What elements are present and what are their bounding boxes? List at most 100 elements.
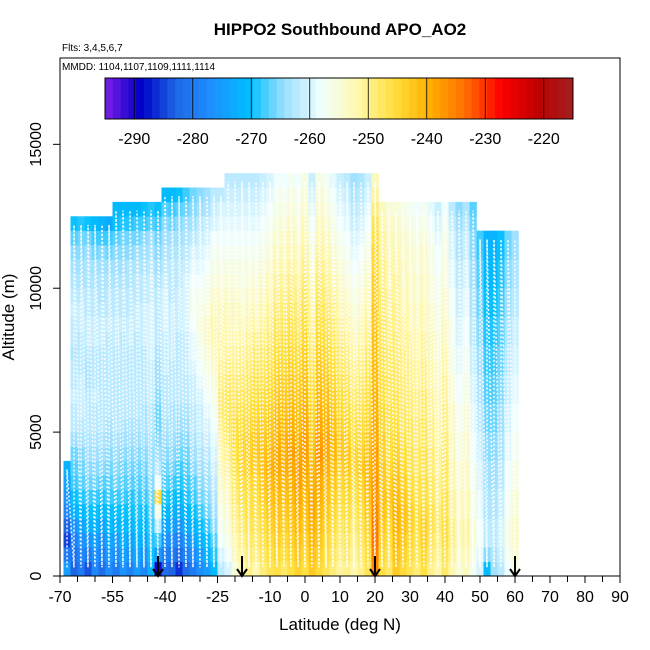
heatmap-cell (147, 460, 155, 476)
heatmap-cell (322, 489, 330, 505)
heatmap-cell (266, 245, 274, 260)
heatmap-cell (210, 446, 218, 462)
heatmap-cell (84, 403, 92, 419)
heatmap-cell (84, 518, 92, 534)
heatmap-cell (196, 518, 204, 534)
heatmap-cell (77, 518, 85, 534)
heatmap-cell (315, 388, 323, 404)
heatmap-cell (315, 273, 323, 289)
colorbar-segment (253, 78, 262, 119)
heatmap-cell (448, 201, 456, 217)
heatmap-cell (294, 374, 302, 390)
dates-subtitle: MMDD: 1104,1107,1109,1111,1114 (62, 62, 216, 73)
heatmap-cell (315, 302, 323, 318)
heatmap-cell (294, 432, 302, 447)
colorbar-segment (190, 78, 199, 119)
heatmap-cell (266, 460, 274, 476)
heatmap-cell (280, 561, 288, 577)
heatmap-cell (189, 518, 197, 534)
heatmap-cell (224, 288, 232, 303)
heatmap-cell (203, 360, 211, 375)
heatmap-cell (168, 374, 176, 390)
heatmap-cell (315, 417, 323, 433)
heatmap-cell (154, 518, 162, 534)
heatmap-cell (252, 273, 260, 289)
heatmap-cell (252, 417, 260, 433)
heatmap-cell (126, 504, 134, 519)
heatmap-cell (91, 403, 99, 419)
heatmap-cell (266, 173, 274, 188)
heatmap-cell (168, 259, 176, 275)
heatmap-cell (175, 561, 183, 577)
heatmap-cell (140, 259, 148, 275)
heatmap-cell (133, 201, 141, 217)
heatmap-cell (315, 345, 323, 361)
heatmap-cell (238, 403, 246, 419)
heatmap-cell (210, 302, 218, 318)
heatmap-cell (259, 273, 267, 289)
heatmap-cell (196, 245, 204, 260)
heatmap-cell (434, 201, 442, 217)
heatmap-cell (259, 388, 267, 404)
heatmap-cell (259, 518, 267, 534)
heatmap-cell (126, 446, 134, 462)
heatmap-cell (273, 388, 281, 404)
colorbar-segment (268, 78, 277, 119)
heatmap-cell (98, 273, 106, 289)
heatmap-cell (189, 259, 197, 275)
heatmap-cell (322, 273, 330, 289)
heatmap-cell (133, 317, 141, 332)
heatmap-cell (70, 317, 78, 332)
colorbar-segment (549, 78, 558, 119)
heatmap-cell (231, 388, 239, 404)
heatmap-cell (182, 388, 190, 404)
heatmap-cell (238, 302, 246, 318)
heatmap-cell (84, 504, 92, 519)
colorbar-segment (471, 78, 480, 119)
flights-subtitle: Flts: 3,4,5,6,7 (62, 43, 123, 54)
heatmap-cell (280, 460, 288, 476)
colorbar-segment (229, 78, 238, 119)
heatmap-cell (182, 245, 190, 260)
heatmap-cell (133, 460, 141, 476)
heatmap-cell (77, 216, 85, 231)
heatmap-cell (217, 187, 225, 203)
heatmap-cell (252, 345, 260, 361)
colorbar-segment (214, 78, 223, 119)
heatmap-cell (280, 173, 288, 188)
heatmap-cell (182, 360, 190, 375)
heatmap-cell (280, 360, 288, 375)
heatmap-cell (322, 317, 330, 332)
heatmap-cell (182, 432, 190, 447)
colorbar-segment (378, 78, 387, 119)
heatmap-cell (112, 432, 120, 447)
y-tick-label: 5000 (28, 414, 45, 450)
heatmap-cell (315, 446, 323, 462)
heatmap-cell (287, 216, 295, 231)
heatmap-cell (294, 230, 302, 246)
heatmap-cell (98, 417, 106, 433)
heatmap-cell (308, 518, 316, 534)
y-tick-label: 0 (28, 571, 45, 580)
heatmap-cell (434, 561, 442, 577)
heatmap-cell (259, 245, 267, 260)
heatmap-cell (168, 504, 176, 519)
heatmap-cell (154, 230, 162, 246)
heatmap-cell (217, 518, 225, 534)
heatmap-cell (84, 432, 92, 447)
x-axis-label: Latitude (deg N) (279, 615, 401, 634)
colorbar-segment (183, 78, 192, 119)
x-tick-label: 70 (541, 589, 559, 606)
heatmap-cell (301, 201, 309, 217)
heatmap-cell (126, 475, 134, 490)
colorbar-segment (112, 78, 121, 119)
heatmap-cell (168, 561, 176, 577)
heatmap-cell (119, 388, 127, 404)
heatmap-cell (217, 489, 225, 505)
colorbar-tick-label: -220 (528, 131, 560, 148)
heatmap-cell (231, 317, 239, 332)
heatmap-cell (182, 216, 190, 231)
heatmap-cell (112, 403, 120, 419)
x-tick-label: -55 (101, 589, 124, 606)
heatmap-cell (252, 561, 260, 577)
